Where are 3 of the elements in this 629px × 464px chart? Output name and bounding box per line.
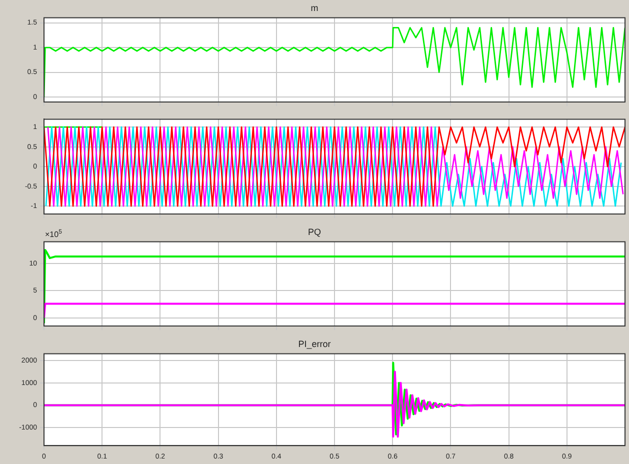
chart-title: PI_error (298, 338, 331, 349)
chart-title: m (310, 2, 318, 13)
chart-title: PQ (308, 226, 322, 237)
